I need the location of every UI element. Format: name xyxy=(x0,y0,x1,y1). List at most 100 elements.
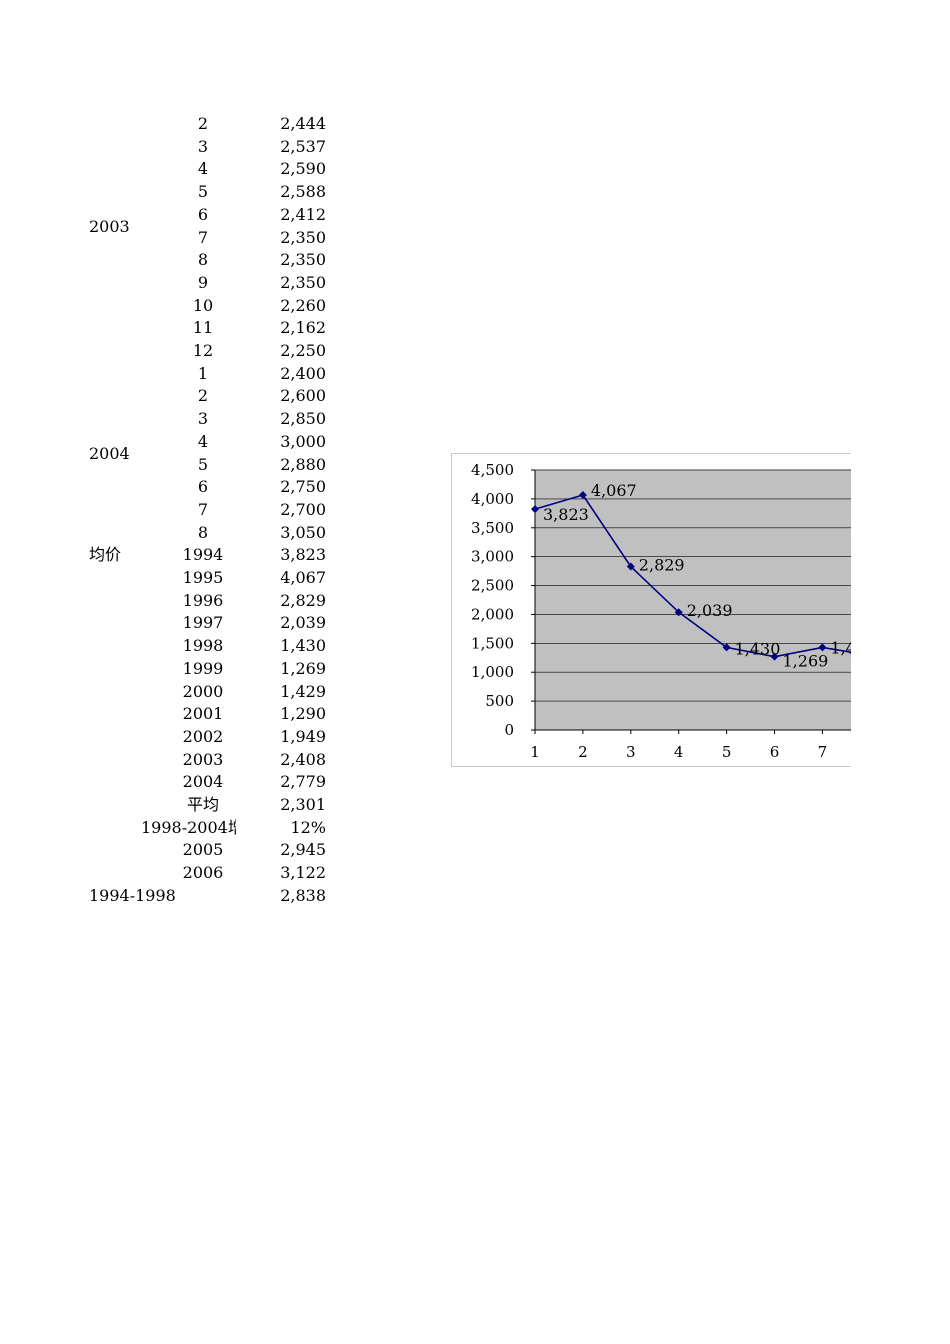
x-tick-label: 4 xyxy=(674,743,684,761)
cell-period: 2005 xyxy=(182,840,224,859)
cell-value: 1,290 xyxy=(280,704,326,723)
cell-period: 1994 xyxy=(182,545,224,564)
y-tick-label: 4,500 xyxy=(471,461,514,479)
cell-period: 2 xyxy=(197,386,209,405)
cell-period: 2001 xyxy=(182,704,224,723)
cell-period: 7 xyxy=(197,228,209,247)
cell-value: 2,260 xyxy=(280,296,326,315)
data-point xyxy=(770,652,779,661)
cell-period: 1995 xyxy=(182,568,224,587)
data-label: 2,829 xyxy=(639,556,685,575)
cell-period: 4 xyxy=(197,432,209,451)
cell-value: 2,537 xyxy=(280,137,326,156)
cell-value: 2,700 xyxy=(280,500,326,519)
cell-period: 平均 xyxy=(186,795,219,814)
chart-svg: 0 500 1,000 1,500 2,000 2,500 3,000 3,500 4,000 4… xyxy=(451,453,851,767)
cell-value: 2,588 xyxy=(280,182,326,201)
cell-value: 12% xyxy=(290,818,326,837)
data-label: 3,823 xyxy=(543,505,589,524)
cell-value: 2,880 xyxy=(280,455,326,474)
cell-period: 2003 xyxy=(182,750,224,769)
cell-value: 1,269 xyxy=(280,659,326,678)
y-tick-label: 1,500 xyxy=(471,634,514,652)
cell-period: 8 xyxy=(197,523,209,542)
cell-period: 10 xyxy=(192,296,214,315)
cell-value: 2,301 xyxy=(280,795,326,814)
data-label: 2,039 xyxy=(687,601,733,620)
x-tick-label: 7 xyxy=(818,743,828,761)
cell-value: 2,779 xyxy=(280,772,326,791)
cell-value: 1,429 xyxy=(280,682,326,701)
data-label: 1,269 xyxy=(783,652,829,671)
cell-period: 9 xyxy=(197,273,209,292)
data-point xyxy=(818,643,827,652)
plot-area xyxy=(534,469,851,731)
cell-value: 2,838 xyxy=(280,886,326,905)
cell-period: 6 xyxy=(197,205,209,224)
cell-value: 3,050 xyxy=(280,523,326,542)
cell-value: 2,750 xyxy=(280,477,326,496)
cell-value: 4,067 xyxy=(280,568,326,587)
cell-period: 1996 xyxy=(182,591,224,610)
x-tick-label: 3 xyxy=(626,743,636,761)
cell-period: 5 xyxy=(197,455,209,474)
cell-value: 2,590 xyxy=(280,159,326,178)
cell-period: 5 xyxy=(197,182,209,201)
data-label: 1,429 xyxy=(830,638,851,657)
y-tick-label: 3,000 xyxy=(471,548,514,566)
data-point xyxy=(626,562,635,571)
cell-period: 2002 xyxy=(182,727,224,746)
cell-value: 2,945 xyxy=(280,840,326,859)
y-tick-label: 3,500 xyxy=(471,519,514,537)
series-line xyxy=(534,494,851,658)
cell-value: 2,350 xyxy=(280,250,326,269)
cell-value: 2,408 xyxy=(280,750,326,769)
data-point xyxy=(722,643,731,652)
cell-period: 2 xyxy=(197,114,209,133)
cell-value: 2,162 xyxy=(280,318,326,337)
cell-value: 2,829 xyxy=(280,591,326,610)
x-tick-label: 1 xyxy=(530,743,540,761)
cell-value: 3,122 xyxy=(280,863,326,882)
y-tick-label: 500 xyxy=(485,692,514,710)
cell-value: 2,444 xyxy=(280,114,326,133)
cell-period: 8 xyxy=(197,250,209,269)
cell-value: 1,430 xyxy=(280,636,326,655)
cell-period: 1997 xyxy=(182,613,224,632)
group-label-2003: 2003 xyxy=(89,217,130,236)
data-label: 4,067 xyxy=(591,481,637,500)
cell-period: 3 xyxy=(197,409,209,428)
cell-value: 2,600 xyxy=(280,386,326,405)
cell-value: 2,039 xyxy=(280,613,326,632)
cell-period: 7 xyxy=(197,500,209,519)
line-chart: 0 500 1,000 1,500 2,000 2,500 3,000 3,500 4,000 4… xyxy=(451,453,851,767)
cell-value: 2,850 xyxy=(280,409,326,428)
cell-period: 2000 xyxy=(182,682,224,701)
cell-value: 1,949 xyxy=(280,727,326,746)
data-point xyxy=(578,491,587,500)
cell-value: 3,000 xyxy=(280,432,326,451)
cell-period: 2006 xyxy=(182,863,224,882)
y-tick-label: 2,000 xyxy=(471,605,514,623)
cell-label: 均价 xyxy=(89,545,122,564)
cell-value: 3,823 xyxy=(280,545,326,564)
cell-period: 12 xyxy=(192,341,214,360)
data-point xyxy=(531,505,539,514)
cell-value: 2,350 xyxy=(280,228,326,247)
y-tick-label: 4,000 xyxy=(471,490,514,508)
x-tick-label: 2 xyxy=(578,743,588,761)
cell-period: 4 xyxy=(197,159,209,178)
cell-period: 1 xyxy=(197,364,209,383)
group-label-2004: 2004 xyxy=(89,444,130,463)
y-tick-label: 0 xyxy=(504,721,514,739)
cell-period: 1998-2004增 xyxy=(141,818,236,837)
cell-label: 1994-1998 xyxy=(89,886,176,905)
cell-period: 3 xyxy=(197,137,209,156)
cell-value: 2,250 xyxy=(280,341,326,360)
cell-value: 2,412 xyxy=(280,205,326,224)
cell-period: 11 xyxy=(192,318,214,337)
cell-value: 2,400 xyxy=(280,364,326,383)
cell-period: 1998 xyxy=(182,636,224,655)
cell-period: 2004 xyxy=(182,772,224,791)
